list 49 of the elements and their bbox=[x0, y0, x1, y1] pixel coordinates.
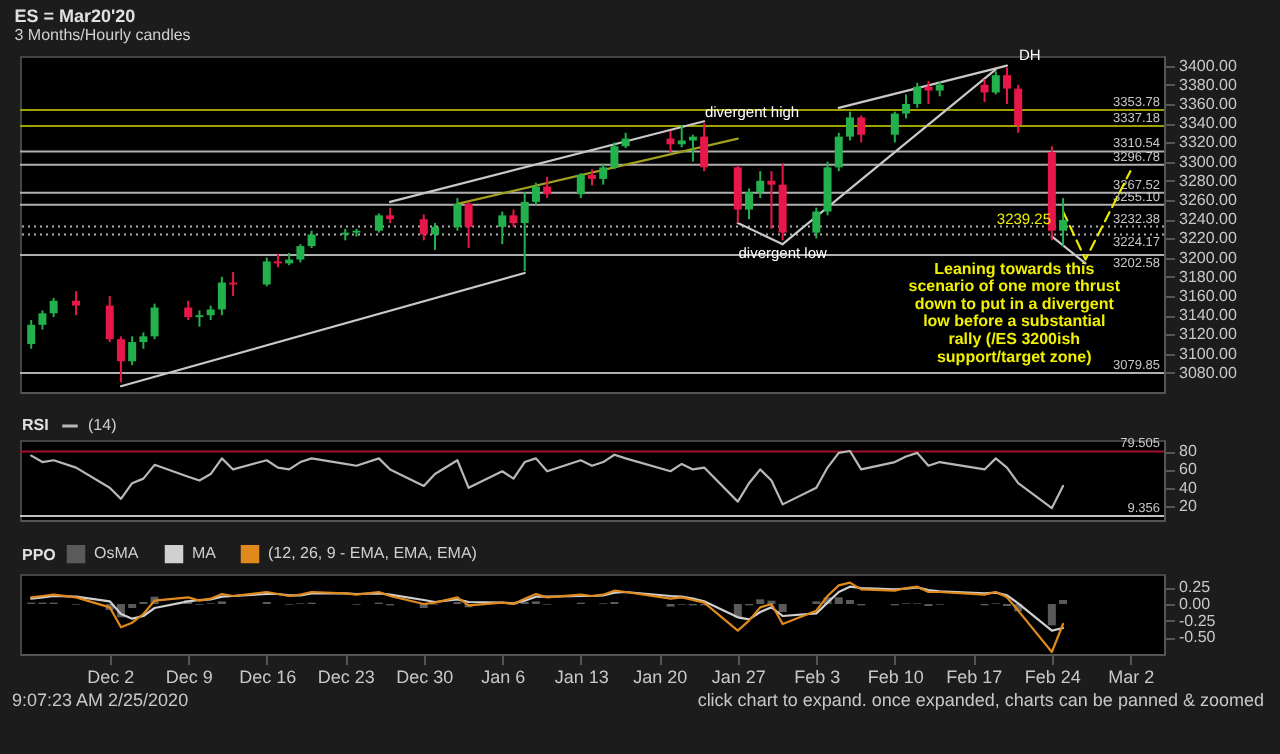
legend-title: PPO bbox=[22, 546, 56, 564]
y-tick-label: 3080.00 bbox=[1179, 363, 1238, 382]
x-tick-label: Feb 24 bbox=[1024, 667, 1081, 687]
x-tick-label: Dec 30 bbox=[396, 667, 454, 687]
x-tick-label: Feb 3 bbox=[794, 667, 841, 687]
y-tick-label: 80 bbox=[1179, 442, 1198, 461]
y-tick-label: 3280.00 bbox=[1179, 171, 1238, 190]
y-tick-label: 3320.00 bbox=[1179, 133, 1238, 152]
legend-label: OsMA bbox=[94, 544, 140, 563]
x-tick-label: Jan 6 bbox=[481, 667, 526, 687]
y-tick-label: 3200.00 bbox=[1179, 248, 1238, 267]
y-tick-label: 60 bbox=[1179, 460, 1198, 479]
y-tick-label: 3360.00 bbox=[1179, 95, 1238, 113]
x-tick-label: Jan 20 bbox=[633, 667, 688, 687]
y-tick-label: 3220.00 bbox=[1179, 229, 1238, 248]
y-tick-label: -0.50 bbox=[1179, 628, 1217, 647]
chart-subtitle: 3 Months/Hourly candles bbox=[14, 25, 191, 44]
x-tick-label: Dec 16 bbox=[239, 667, 297, 687]
y-tick-label: 40 bbox=[1179, 478, 1198, 497]
x-tick-label: Jan 27 bbox=[711, 667, 766, 687]
y-tick-label: 3140.00 bbox=[1179, 306, 1238, 325]
x-tick-label: Feb 17 bbox=[946, 667, 1003, 687]
text: 9:07:23 AM 2/25/2020 bbox=[12, 690, 189, 710]
y-tick-label: 3380.00 bbox=[1179, 75, 1238, 94]
y-tick-label: 3400.00 bbox=[1179, 56, 1238, 75]
y-tick-label: -0.25 bbox=[1179, 611, 1217, 630]
y-tick-label: 3100.00 bbox=[1179, 344, 1238, 363]
x-tick-label: Dec 2 bbox=[87, 667, 135, 687]
y-tick-label: 3160.00 bbox=[1179, 287, 1238, 305]
y-tick-label: 3260.00 bbox=[1179, 191, 1238, 209]
legend-label: (14) bbox=[88, 416, 118, 434]
x-tick-label: Mar 2 bbox=[1108, 667, 1155, 687]
y-tick-label: 3300.00 bbox=[1179, 152, 1238, 171]
x-tick-label: Jan 13 bbox=[554, 667, 609, 687]
legend-title: RSI bbox=[22, 416, 49, 434]
x-tick-label: Feb 10 bbox=[867, 667, 924, 687]
legend-label: MA bbox=[192, 544, 218, 563]
legend-label: (12, 26, 9 - EMA, EMA, EMA) bbox=[268, 544, 478, 563]
y-tick-label: 3120.00 bbox=[1179, 325, 1238, 344]
text: click chart to expand. once expanded, charts can be panned & zoomed bbox=[697, 690, 1264, 710]
y-tick-label: 3340.00 bbox=[1179, 114, 1238, 133]
x-tick-label: Dec 9 bbox=[165, 667, 213, 687]
y-tick-label: 20 bbox=[1179, 497, 1198, 516]
y-tick-label: 0.25 bbox=[1179, 578, 1212, 597]
x-tick-label: Dec 23 bbox=[317, 667, 375, 687]
y-tick-label: 3240.00 bbox=[1179, 210, 1238, 229]
y-tick-label: 0.00 bbox=[1179, 595, 1212, 613]
chart-title: ES = Mar20'20 bbox=[14, 5, 136, 26]
y-tick-label: 3180.00 bbox=[1179, 267, 1238, 286]
